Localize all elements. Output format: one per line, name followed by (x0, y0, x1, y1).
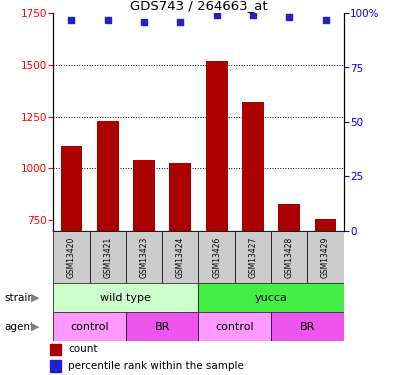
Text: GSM13421: GSM13421 (103, 236, 112, 278)
Bar (50, 344, 61, 355)
Text: wild type: wild type (100, 292, 151, 303)
Bar (126, 231, 162, 283)
Bar (307, 231, 344, 283)
Text: ▶: ▶ (31, 322, 40, 332)
Bar (314, 219, 337, 231)
Bar (53, 231, 90, 283)
Text: GSM13424: GSM13424 (176, 236, 185, 278)
Point (68, 16, 75, 22)
Text: GSM13423: GSM13423 (139, 236, 149, 278)
Bar (53, 283, 199, 312)
Point (322, 16, 329, 22)
Bar (50, 360, 61, 372)
Bar (169, 163, 191, 231)
Bar (162, 231, 199, 283)
Bar (271, 231, 307, 283)
Text: count: count (68, 344, 98, 354)
Text: ▶: ▶ (31, 292, 40, 303)
Point (286, 15, 292, 21)
Bar (199, 283, 344, 312)
Bar (133, 160, 155, 231)
Bar (235, 231, 271, 283)
Bar (53, 312, 126, 341)
Bar (271, 312, 344, 341)
Bar (199, 231, 235, 283)
Text: agent: agent (4, 322, 34, 332)
Text: BR: BR (154, 322, 170, 332)
Title: GDS743 / 264663_at: GDS743 / 264663_at (130, 0, 267, 12)
Text: yucca: yucca (255, 292, 288, 303)
Text: control: control (215, 322, 254, 332)
Text: GSM13420: GSM13420 (67, 236, 76, 278)
Point (250, 12, 256, 18)
Text: GSM13428: GSM13428 (285, 236, 294, 278)
Bar (206, 61, 228, 231)
Point (213, 12, 220, 18)
Bar (90, 231, 126, 283)
Bar (199, 312, 271, 341)
Bar (97, 121, 118, 231)
Bar (278, 204, 300, 231)
Text: control: control (70, 322, 109, 332)
Bar (242, 102, 264, 231)
Text: strain: strain (4, 292, 34, 303)
Point (177, 19, 184, 25)
Text: GSM13426: GSM13426 (212, 236, 221, 278)
Point (141, 19, 147, 25)
Bar (60, 146, 83, 231)
Text: BR: BR (300, 322, 315, 332)
Text: GSM13427: GSM13427 (248, 236, 258, 278)
Text: GSM13429: GSM13429 (321, 236, 330, 278)
Text: percentile rank within the sample: percentile rank within the sample (68, 360, 244, 370)
Bar (126, 312, 199, 341)
Point (105, 16, 111, 22)
